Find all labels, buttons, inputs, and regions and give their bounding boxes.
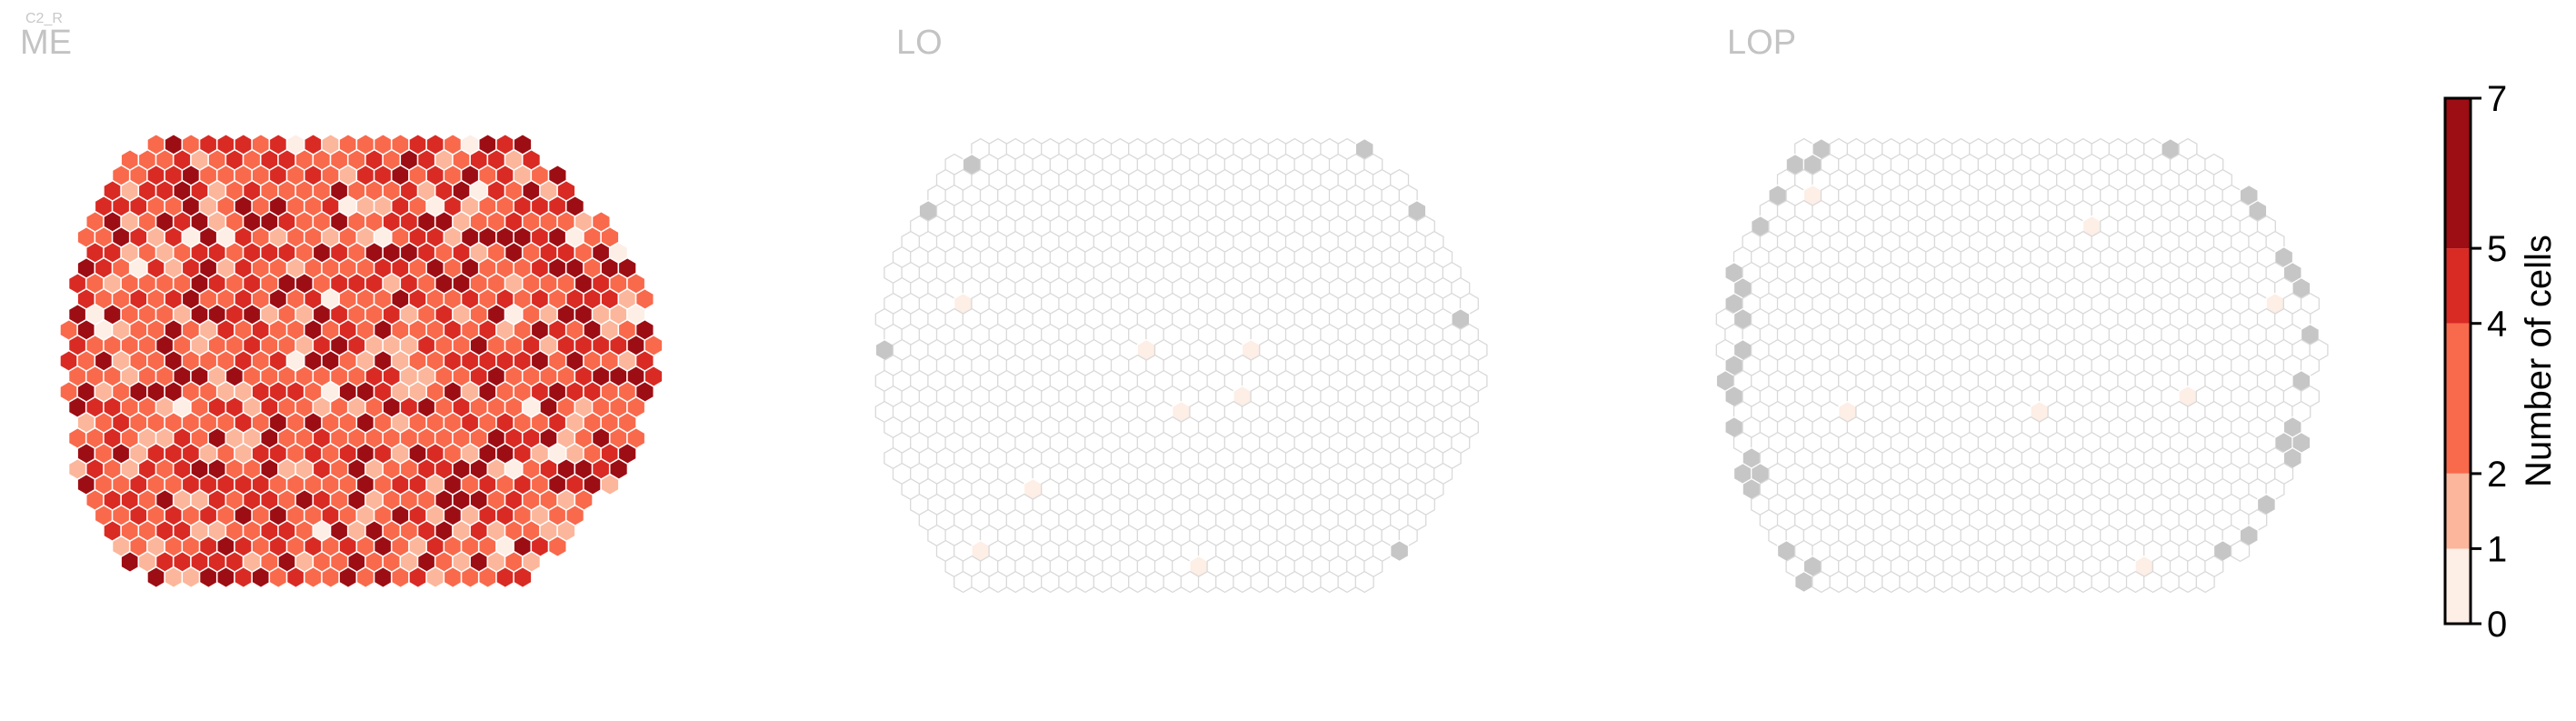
hex-column-empty [1023,570,1043,594]
hex-column-empty [1058,570,1078,594]
panel-title-lop: LOP [1727,24,1797,62]
panel-lo-hexmap [874,137,1488,594]
hex-column [321,566,341,589]
hex-column [198,566,219,589]
hex-column-empty [1969,570,1989,594]
hex-column-empty [1075,570,1095,594]
panel-title-lo: LO [896,24,943,62]
hex-column-empty [1163,570,1183,594]
hex-column [234,566,254,589]
hex-column [251,566,271,589]
colorbar-bin [2445,248,2471,324]
hex-column [181,566,201,589]
hex-column [285,566,306,589]
hex-column-empty [1863,570,1883,594]
hex-column-empty [1041,570,1061,594]
hex-column-empty [1303,570,1323,594]
hex-column-empty [1005,570,1025,594]
hex-column [477,566,498,589]
hex-column-gray [1794,570,1814,594]
hex-column-empty [1951,570,1971,594]
hex-column-empty [2125,570,2145,594]
colorbar-tick-label: 5 [2487,229,2507,269]
hex-column-gray [1390,539,1410,563]
hex-column-empty [1846,570,1866,594]
hex-column [600,473,620,496]
colorbar: 0 1 2 4 5 7 Number of cells [2443,79,2559,645]
hex-column [443,566,463,589]
hex-column-empty [2108,570,2128,594]
hex-column [547,535,568,558]
hex-column [338,566,358,589]
hex-column [146,566,166,589]
hex-column-empty [2231,539,2251,563]
hex-column-empty [2038,570,2058,594]
hex-column-empty [2161,570,2181,594]
hex-column-empty [1180,570,1200,594]
panel-me-hexmap [59,133,664,589]
hex-column-empty [2091,570,2111,594]
hex-column [390,566,411,589]
hex-column-empty [1215,570,1235,594]
hex-column-empty [2003,570,2023,594]
colorbar-label: Number of cells [2519,235,2559,487]
colorbar-ticks: 0 1 2 4 5 7 [2471,79,2507,645]
hex-column-empty [1093,570,1113,594]
panel-title-me: ME [20,24,72,62]
hex-column [425,566,445,589]
hex-column [303,566,324,589]
colorbar-bin [2445,473,2471,549]
colorbar-tick-label: 2 [2487,455,2507,495]
hex-column [460,566,481,589]
hex-column [120,550,140,574]
hex-column-empty [1354,570,1374,594]
hex-column-empty [1933,570,1953,594]
hex-column [495,566,515,589]
hex-column-empty [1284,570,1304,594]
hex-column-empty [1233,570,1253,594]
hex-column [408,566,428,589]
hex-column-empty [1829,570,1849,594]
hex-column-empty [1267,570,1287,594]
hex-column-empty [1986,570,2006,594]
hex-column [164,566,184,589]
hex-column [268,566,288,589]
hex-column-empty [2195,570,2215,594]
hex-column-empty [971,570,991,594]
hex-column-empty [1899,570,1919,594]
hex-column [373,566,394,589]
hex-column-empty [1110,570,1130,594]
hex-column-empty [1128,570,1148,594]
hex-column [215,566,236,589]
colorbar-tick-label: 1 [2487,529,2507,569]
hex-column-empty [2056,570,2076,594]
hex-column [513,566,533,589]
hex-column-empty [2073,570,2093,594]
hex-column-empty [954,570,973,594]
colorbar-bin [2445,548,2471,624]
colorbar-bin [2445,323,2471,474]
hex-column-empty [1145,570,1165,594]
panel-lop-hexmap [1715,137,2329,594]
hex-column-empty [2178,570,2198,594]
hex-column-empty [1337,570,1357,594]
figure-supertitle: C2_R [25,11,63,26]
colorbar-tick-label: 0 [2487,605,2507,645]
colorbar-tick-label: 4 [2487,305,2507,345]
hex-column-empty [1320,570,1340,594]
colorbar-frame [2443,96,2472,626]
hex-column-empty [2143,570,2163,594]
hex-column-empty [1250,570,1270,594]
colorbar-bin [2445,98,2471,249]
hex-column-empty [988,570,1008,594]
colorbar-bins [2445,98,2471,624]
hex-column-empty [1197,570,1217,594]
hex-column-empty [1882,570,1902,594]
hex-column-empty [1916,570,1936,594]
hex-column-empty [2021,570,2041,594]
colorbar-tick-label: 7 [2487,79,2507,119]
hex-column-empty [1812,570,1832,594]
hex-column [355,566,375,589]
